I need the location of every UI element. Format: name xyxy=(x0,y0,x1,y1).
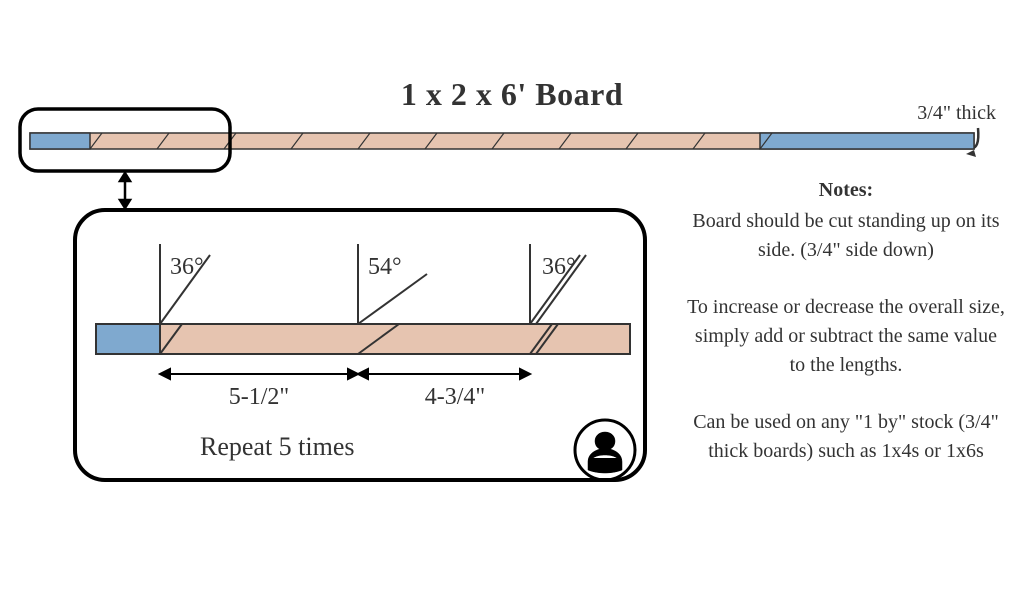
angle2-label: 54° xyxy=(368,254,402,281)
repeat-label: Repeat 5 times xyxy=(200,432,355,462)
dim1-label: 5-1/2" xyxy=(204,384,314,411)
callout-connector xyxy=(120,173,130,208)
logo-icon xyxy=(575,420,635,480)
notes-p1: Board should be cut standing up on its s… xyxy=(686,207,1006,265)
dimension-arrows xyxy=(160,369,530,379)
angle1-label: 36° xyxy=(170,254,204,281)
angle3-label: 36° xyxy=(542,254,576,281)
dim2-label: 4-3/4" xyxy=(400,384,510,411)
notes-p2: To increase or decrease the overall size… xyxy=(686,293,1006,380)
top-board xyxy=(30,133,974,149)
notes-p3: Can be used on any "1 by" stock (3/4" th… xyxy=(686,408,1006,466)
notes-title: Notes: xyxy=(686,176,1006,205)
notes-block: Notes: Board should be cut standing up o… xyxy=(686,176,1006,494)
